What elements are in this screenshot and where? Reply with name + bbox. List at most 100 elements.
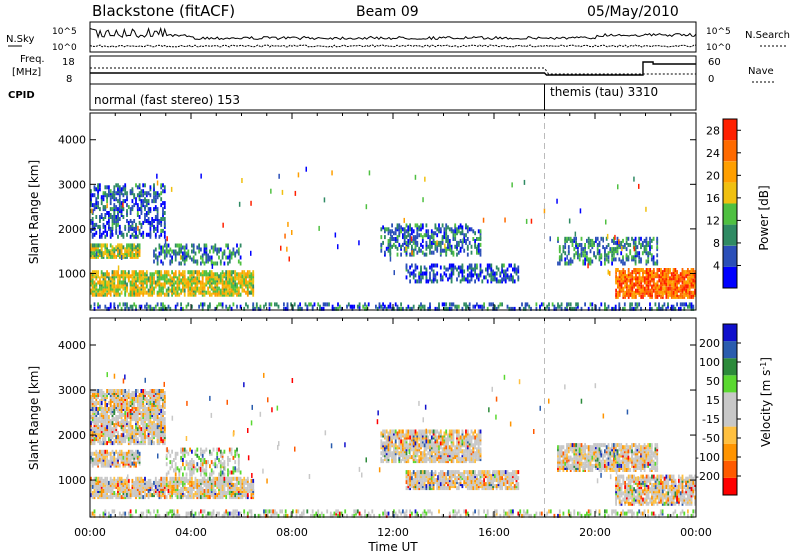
echo-cell	[135, 270, 137, 275]
echo-cell	[629, 306, 632, 311]
echo-cell	[219, 495, 222, 500]
echo-cell	[140, 411, 143, 415]
echo-cell	[140, 393, 143, 397]
echo-cell	[647, 280, 650, 285]
echo-cell	[490, 263, 493, 268]
echo-cell	[652, 255, 655, 260]
echo-cell	[126, 429, 128, 434]
echo-cell	[647, 284, 650, 289]
echo-cell	[182, 306, 184, 311]
echo-cell	[174, 493, 177, 498]
echo-cell	[135, 476, 137, 481]
echo-cell	[120, 230, 123, 235]
echo-cell	[391, 244, 393, 249]
echo-cell	[605, 245, 608, 250]
echo-cell	[577, 249, 579, 254]
echo-cell	[185, 449, 188, 454]
echo-cell	[145, 435, 148, 440]
echo-cell	[182, 276, 184, 281]
echo-cell	[237, 493, 240, 498]
echo-cell	[133, 290, 136, 295]
echo-dot	[156, 180, 159, 186]
echo-cell	[140, 189, 143, 194]
echo-cell	[569, 257, 572, 262]
echo-cell	[674, 294, 677, 299]
echo-cell	[111, 417, 114, 422]
echo-cell	[591, 306, 594, 311]
echo-cell	[174, 487, 177, 491]
echo-cell	[196, 280, 199, 285]
echo-cell	[117, 482, 119, 487]
echo-cell	[649, 270, 652, 275]
echo-cell	[456, 227, 458, 232]
echo-cell	[93, 292, 96, 297]
echo-cell	[205, 462, 208, 467]
echo-cell	[97, 274, 99, 279]
echo-cell	[99, 419, 101, 424]
echo-cell	[432, 235, 435, 240]
echo-cell	[187, 284, 190, 289]
echo-cell	[109, 493, 112, 498]
echo-cell	[241, 478, 244, 483]
echo-cell	[250, 280, 253, 285]
echo-cell	[201, 257, 204, 262]
echo-cell	[153, 276, 155, 281]
echo-cell	[230, 487, 233, 491]
echo-cell	[221, 476, 224, 481]
echo-cell	[618, 276, 621, 281]
echo-cell	[672, 270, 675, 275]
echo-cell	[169, 478, 172, 483]
echo-cell	[93, 243, 96, 248]
echo-cell	[126, 487, 128, 491]
echo-cell	[674, 306, 677, 311]
echo-cell	[633, 276, 635, 281]
echo-cell	[470, 271, 473, 276]
echo-cell	[488, 302, 491, 307]
echo-cell	[384, 304, 386, 309]
echo-cell	[97, 201, 99, 206]
echo-cell	[192, 468, 195, 473]
echo-cell	[111, 207, 114, 212]
echo-cell	[93, 427, 96, 432]
echo-cell	[109, 489, 112, 493]
echo-cell	[584, 261, 586, 266]
echo-cell	[681, 272, 684, 277]
echo-cell	[667, 304, 669, 309]
echo-dot	[337, 244, 339, 250]
echo-cell	[209, 270, 211, 275]
echo-cell	[91, 427, 94, 432]
echo-cell	[145, 417, 148, 422]
echo-cell	[551, 302, 554, 307]
echo-cell	[129, 219, 132, 223]
echo-cell	[182, 251, 184, 256]
echo-cell	[389, 229, 392, 234]
echo-cell	[635, 282, 637, 287]
echo-cell	[665, 290, 668, 295]
echo-cell	[147, 489, 150, 493]
echo-cell	[656, 286, 659, 291]
echo-cell	[472, 304, 475, 309]
echo-cell	[692, 282, 695, 287]
echo-cell	[477, 304, 480, 309]
echo-cell	[124, 272, 127, 277]
echo-cell	[683, 302, 686, 307]
echo-cell	[106, 493, 108, 498]
echo-cell	[407, 233, 410, 238]
echo-cell	[425, 275, 428, 280]
echo-cell	[145, 397, 148, 401]
echo-cell	[93, 302, 96, 307]
echo-cell	[205, 491, 208, 495]
echo-cell	[625, 253, 628, 258]
echo-cell	[223, 487, 226, 491]
echo-cell	[153, 199, 155, 204]
echo-dot	[511, 182, 513, 188]
echo-cell	[466, 304, 469, 309]
echo-cell	[127, 437, 130, 442]
echo-cell	[126, 195, 128, 200]
echo-cell	[656, 270, 659, 275]
echo-cell	[492, 306, 494, 311]
echo-cell	[142, 389, 145, 393]
echo-cell	[104, 249, 107, 254]
echo-cell	[681, 290, 684, 295]
echo-cell	[353, 304, 356, 309]
